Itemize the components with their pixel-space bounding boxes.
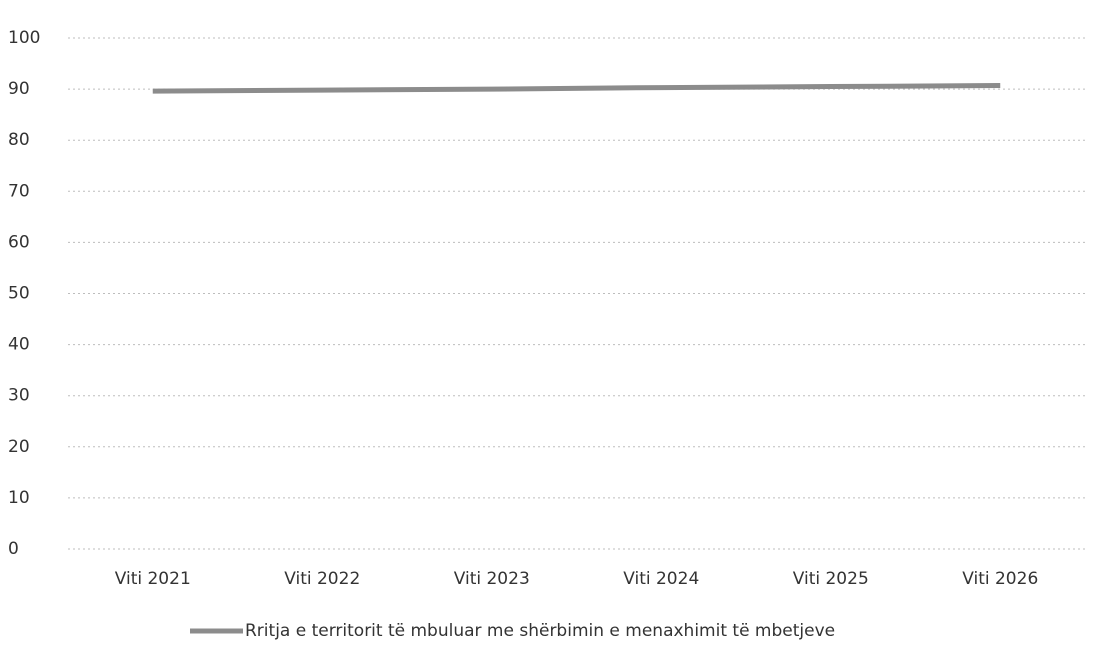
- y-tick-label: 0: [8, 539, 19, 559]
- y-tick-label: 90: [8, 79, 30, 99]
- y-tick-label: 100: [8, 28, 40, 48]
- legend-label: Rritja e territorit të mbuluar me shërbi…: [245, 621, 835, 641]
- y-tick-label: 30: [8, 386, 30, 406]
- y-tick-label: 40: [8, 335, 30, 355]
- x-tick-label: Viti 2024: [623, 569, 699, 589]
- y-tick-label: 20: [8, 437, 30, 457]
- y-tick-label: 80: [8, 130, 30, 150]
- data-line: [152, 83, 1001, 94]
- x-tick-label: Viti 2021: [115, 569, 191, 589]
- x-tick-label: Viti 2025: [793, 569, 869, 589]
- y-tick-label: 10: [8, 488, 30, 508]
- y-tick-label: 50: [8, 284, 30, 304]
- x-tick-label: Viti 2022: [284, 569, 360, 589]
- x-tick-label: Viti 2023: [454, 569, 530, 589]
- x-tick-label: Viti 2026: [962, 569, 1038, 589]
- y-tick-label: 60: [8, 232, 30, 252]
- y-tick-label: 70: [8, 181, 30, 201]
